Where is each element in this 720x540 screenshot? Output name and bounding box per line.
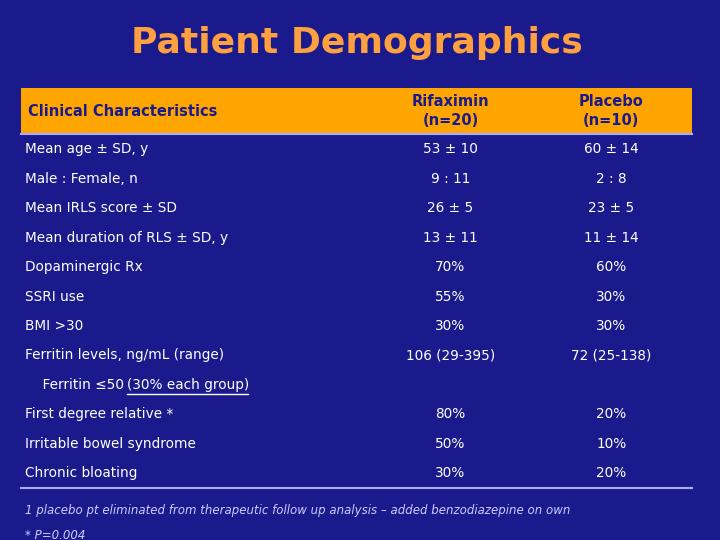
- Text: Mean age ± SD, y: Mean age ± SD, y: [24, 142, 148, 156]
- Text: 30%: 30%: [596, 289, 626, 303]
- Text: 60%: 60%: [596, 260, 626, 274]
- Text: Patient Demographics: Patient Demographics: [131, 26, 582, 60]
- Text: Ferritin levels, ng/mL (range): Ferritin levels, ng/mL (range): [24, 348, 224, 362]
- Text: 30%: 30%: [596, 319, 626, 333]
- Text: SSRI use: SSRI use: [24, 289, 84, 303]
- Text: 30%: 30%: [436, 467, 466, 481]
- Text: 10%: 10%: [596, 437, 626, 451]
- Text: 53 ± 10: 53 ± 10: [423, 142, 478, 156]
- Text: 72 (25-138): 72 (25-138): [571, 348, 652, 362]
- Text: * P=0.004: * P=0.004: [24, 529, 85, 540]
- Text: BMI >30: BMI >30: [24, 319, 83, 333]
- Text: 1 placebo pt eliminated from therapeutic follow up analysis – added benzodiazepi: 1 placebo pt eliminated from therapeutic…: [24, 504, 570, 517]
- Text: 23 ± 5: 23 ± 5: [588, 201, 634, 215]
- Text: 26 ± 5: 26 ± 5: [428, 201, 474, 215]
- Text: 55%: 55%: [436, 289, 466, 303]
- Text: 2 : 8: 2 : 8: [596, 172, 626, 186]
- Text: 11 ± 14: 11 ± 14: [584, 231, 639, 245]
- FancyBboxPatch shape: [22, 88, 692, 134]
- Text: 30%: 30%: [436, 319, 466, 333]
- Text: First degree relative *: First degree relative *: [24, 407, 173, 421]
- Text: (30% each group): (30% each group): [127, 378, 249, 392]
- Text: Clinical Characteristics: Clinical Characteristics: [28, 104, 217, 119]
- Text: 60 ± 14: 60 ± 14: [584, 142, 639, 156]
- Text: 20%: 20%: [596, 467, 626, 481]
- Text: Mean duration of RLS ± SD, y: Mean duration of RLS ± SD, y: [24, 231, 228, 245]
- Text: 9 : 11: 9 : 11: [431, 172, 470, 186]
- Text: Chronic bloating: Chronic bloating: [24, 467, 137, 481]
- Text: Dopaminergic Rx: Dopaminergic Rx: [24, 260, 143, 274]
- Text: Male : Female, n: Male : Female, n: [24, 172, 138, 186]
- Text: 106 (29-395): 106 (29-395): [406, 348, 495, 362]
- Text: 70%: 70%: [436, 260, 466, 274]
- Text: Irritable bowel syndrome: Irritable bowel syndrome: [24, 437, 196, 451]
- Text: Rifaximin
(n=20): Rifaximin (n=20): [412, 94, 490, 128]
- Text: Mean IRLS score ± SD: Mean IRLS score ± SD: [24, 201, 176, 215]
- Text: 13 ± 11: 13 ± 11: [423, 231, 478, 245]
- Text: 50%: 50%: [436, 437, 466, 451]
- Text: 80%: 80%: [436, 407, 466, 421]
- Text: Ferritin ≤50: Ferritin ≤50: [24, 378, 128, 392]
- Text: Placebo
(n=10): Placebo (n=10): [579, 94, 644, 128]
- Text: 20%: 20%: [596, 407, 626, 421]
